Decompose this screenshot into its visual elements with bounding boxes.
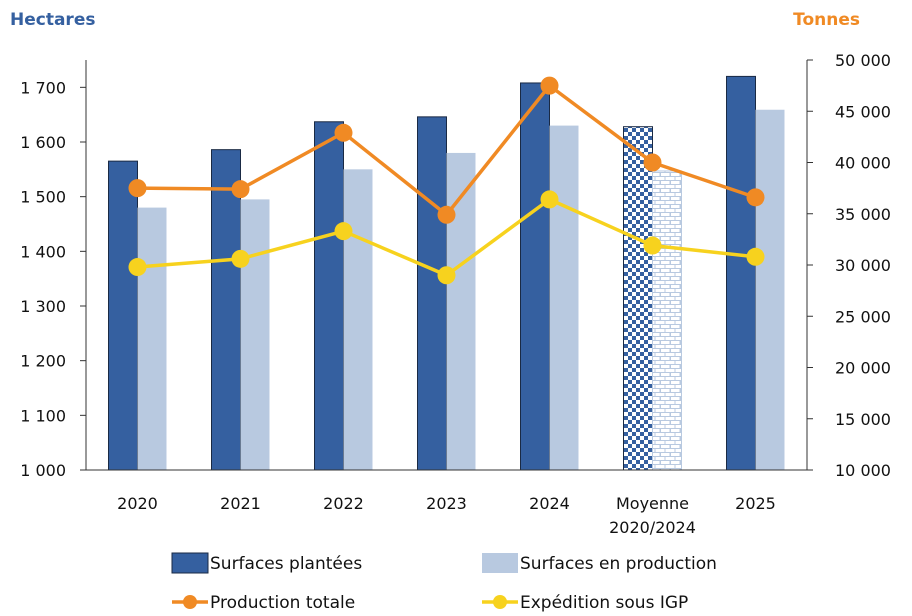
right-tick-label: 35 000 xyxy=(835,205,891,224)
right-axis-unit: Tonnes xyxy=(793,10,860,30)
point-expedition-sous-igp xyxy=(540,190,559,209)
point-production-totale xyxy=(334,123,353,142)
left-tick-label: 1 400 xyxy=(20,242,66,261)
bar-surfaces-en-production xyxy=(755,109,785,470)
bar-surfaces-en-production xyxy=(446,152,476,470)
legend-label-surfaces-plantees: Surfaces plantées xyxy=(210,554,362,574)
point-expedition-sous-igp xyxy=(334,222,353,241)
x-tick-label: 2022 xyxy=(323,494,364,513)
left-tick-label: 1 500 xyxy=(20,188,66,207)
right-tick-label: 15 000 xyxy=(835,410,891,429)
x-tick-label: 2023 xyxy=(426,494,467,513)
right-tick-label: 10 000 xyxy=(835,461,891,480)
legend-marker-production-totale xyxy=(183,595,197,609)
legend-label-surfaces-en-production: Surfaces en production xyxy=(520,554,717,574)
legend-label-production-totale: Production totale xyxy=(210,593,355,612)
x-tick-label: 2024 xyxy=(529,494,570,513)
legend-swatch-surfaces-en-production xyxy=(482,553,518,573)
x-tick-label: Moyenne xyxy=(616,494,689,513)
right-tick-label: 50 000 xyxy=(835,51,891,70)
x-tick-label: 2020 xyxy=(117,494,158,513)
bar-surfaces-plantees xyxy=(314,121,344,471)
point-expedition-sous-igp xyxy=(643,236,662,255)
left-tick-label: 1 700 xyxy=(20,78,66,97)
bar-surfaces-plantees xyxy=(211,149,241,471)
bar-surfaces-plantees xyxy=(726,75,756,471)
point-expedition-sous-igp xyxy=(128,258,147,277)
point-expedition-sous-igp xyxy=(746,247,765,266)
point-expedition-sous-igp xyxy=(437,266,456,285)
left-tick-label: 1 100 xyxy=(20,406,66,425)
point-production-totale xyxy=(540,76,559,95)
left-tick-label: 1 200 xyxy=(20,352,66,371)
right-tick-label: 40 000 xyxy=(835,154,891,173)
left-tick-label: 1 600 xyxy=(20,133,66,152)
right-tick-label: 25 000 xyxy=(835,307,891,326)
left-axis-unit: Hectares xyxy=(10,10,96,30)
bar-surfaces-plantees xyxy=(520,82,550,471)
legend-swatch-surfaces-plantees xyxy=(171,552,209,574)
bar-surfaces-en-production xyxy=(652,170,682,471)
bar-surfaces-en-production xyxy=(240,199,270,470)
point-production-totale xyxy=(231,180,250,199)
bar-surfaces-en-production xyxy=(549,125,579,470)
bar-surfaces-en-production xyxy=(137,207,167,470)
bar-surfaces-plantees xyxy=(108,160,138,471)
bar-surfaces-en-production xyxy=(343,169,373,471)
x-tick-label: 2021 xyxy=(220,494,261,513)
left-tick-label: 1 300 xyxy=(20,297,66,316)
point-production-totale xyxy=(128,179,147,198)
point-production-totale xyxy=(746,188,765,207)
bar-surfaces-plantees xyxy=(417,116,447,471)
x-tick-label: 2020/2024 xyxy=(609,518,696,537)
left-tick-label: 1 000 xyxy=(20,461,66,480)
bar-surfaces-plantees xyxy=(623,126,653,471)
x-tick-label: 2025 xyxy=(735,494,776,513)
right-tick-label: 20 000 xyxy=(835,359,891,378)
right-tick-label: 30 000 xyxy=(835,256,891,275)
point-production-totale xyxy=(643,153,662,172)
point-expedition-sous-igp xyxy=(231,249,250,268)
legend-label-expedition-sous-igp: Expédition sous IGP xyxy=(520,593,688,612)
right-tick-label: 45 000 xyxy=(835,102,891,121)
point-production-totale xyxy=(437,205,456,224)
legend-marker-expedition-sous-igp xyxy=(493,595,507,609)
